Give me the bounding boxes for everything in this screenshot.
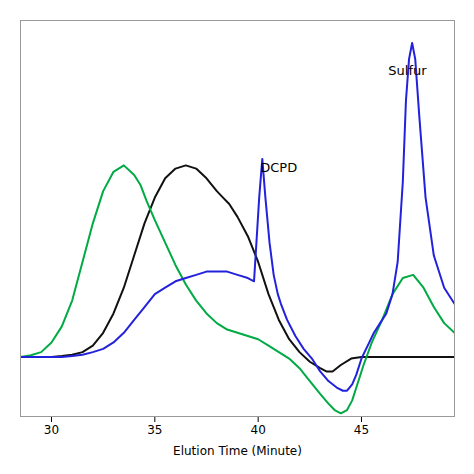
svg-text:DCPD: DCPD: [260, 160, 297, 175]
svg-text:40: 40: [251, 423, 266, 437]
svg-text:35: 35: [147, 423, 162, 437]
svg-text:Sulfur: Sulfur: [388, 63, 427, 78]
svg-text:Elution Time (Minute): Elution Time (Minute): [173, 444, 302, 458]
svg-text:45: 45: [354, 423, 369, 437]
svg-text:30: 30: [44, 423, 59, 437]
